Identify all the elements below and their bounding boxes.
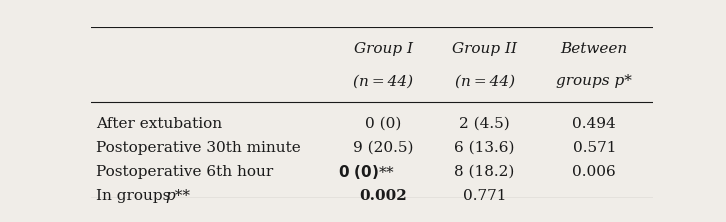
Text: 6 (13.6): 6 (13.6) — [454, 141, 515, 155]
Text: Postoperative 6th hour: Postoperative 6th hour — [97, 165, 274, 179]
Text: After extubation: After extubation — [97, 117, 222, 131]
Text: 9 (20.5): 9 (20.5) — [353, 141, 414, 155]
Text: groups p*: groups p* — [556, 74, 632, 88]
Text: 0 (0): 0 (0) — [365, 117, 401, 131]
Text: 2 (4.5): 2 (4.5) — [460, 117, 510, 131]
Text: 0.494: 0.494 — [572, 117, 616, 131]
Text: In groups: In groups — [97, 189, 176, 203]
Text: 0.002: 0.002 — [359, 189, 407, 203]
Text: p**: p** — [165, 189, 190, 203]
Text: 0.571: 0.571 — [573, 141, 616, 155]
Text: $\bf{0\ (0)}$**: $\bf{0\ (0)}$** — [338, 163, 395, 181]
Text: Group II: Group II — [452, 42, 517, 56]
Text: 8 (18.2): 8 (18.2) — [454, 165, 515, 179]
Text: (n = 44): (n = 44) — [454, 74, 515, 88]
Text: (n = 44): (n = 44) — [354, 74, 413, 88]
Text: 0.006: 0.006 — [572, 165, 616, 179]
Text: Postoperative 30th minute: Postoperative 30th minute — [97, 141, 301, 155]
Text: Group I: Group I — [354, 42, 413, 56]
Text: Between: Between — [560, 42, 628, 56]
Text: 0.771: 0.771 — [463, 189, 506, 203]
